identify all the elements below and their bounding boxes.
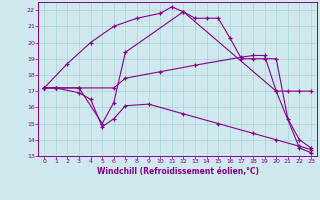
X-axis label: Windchill (Refroidissement éolien,°C): Windchill (Refroidissement éolien,°C) [97,167,259,176]
